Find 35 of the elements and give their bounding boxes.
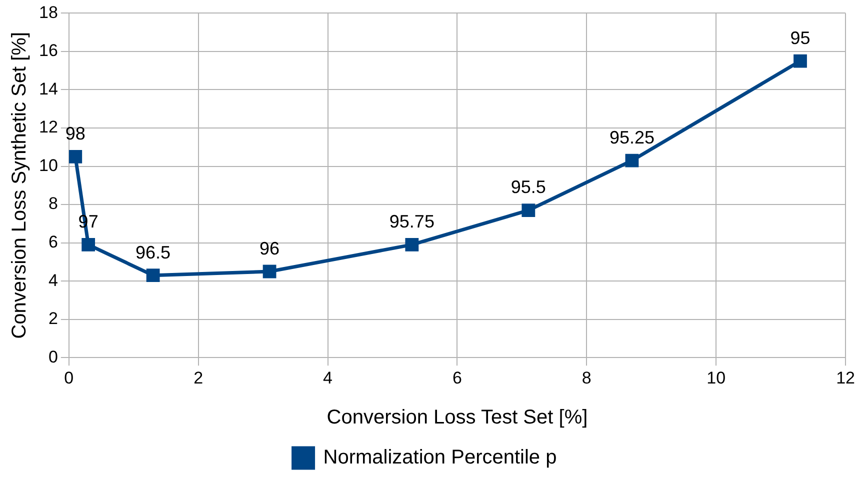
x-tick-label: 6 bbox=[452, 368, 462, 388]
annotation: 96 bbox=[260, 238, 280, 258]
x-tick-label: 12 bbox=[836, 368, 856, 388]
x-tick-label: 10 bbox=[706, 368, 726, 388]
point bbox=[405, 238, 419, 252]
point bbox=[262, 264, 276, 278]
y-tick-label: 18 bbox=[38, 2, 58, 22]
annotation: 95.5 bbox=[510, 177, 546, 198]
y-tick-label: 10 bbox=[38, 156, 58, 175]
x-axis-title: Conversion Loss Test Set [%] bbox=[326, 406, 588, 429]
legend-label: Normalization Percentile p bbox=[323, 446, 557, 469]
annotation: 95.75 bbox=[389, 212, 434, 232]
point bbox=[522, 204, 536, 217]
y-tick-label: 12 bbox=[38, 118, 58, 137]
annotation: 98 bbox=[65, 124, 86, 144]
point bbox=[794, 54, 807, 68]
annotation: 95.25 bbox=[609, 127, 654, 148]
y-tick-label: 2 bbox=[48, 309, 58, 328]
y-tick-label: 8 bbox=[48, 194, 58, 214]
annotation: 96.5 bbox=[136, 242, 171, 262]
x-tick-label: 0 bbox=[64, 368, 74, 388]
y-tick-label: 14 bbox=[38, 79, 58, 98]
point bbox=[625, 154, 639, 168]
x-tick-label: 2 bbox=[194, 368, 204, 388]
y-tick-label: 4 bbox=[48, 270, 58, 290]
x-tick-label: 4 bbox=[323, 368, 333, 388]
y-axis-title: Conversion Loss Synthetic Set [%] bbox=[8, 32, 31, 339]
x-tick-label: 8 bbox=[582, 368, 592, 388]
y-tick-label: 16 bbox=[38, 41, 58, 60]
y-tick-label: 0 bbox=[48, 347, 58, 366]
annotation: 95 bbox=[790, 28, 810, 48]
y-tick-label: 6 bbox=[48, 232, 58, 252]
point bbox=[82, 238, 96, 252]
point bbox=[68, 150, 82, 164]
point bbox=[146, 268, 160, 282]
